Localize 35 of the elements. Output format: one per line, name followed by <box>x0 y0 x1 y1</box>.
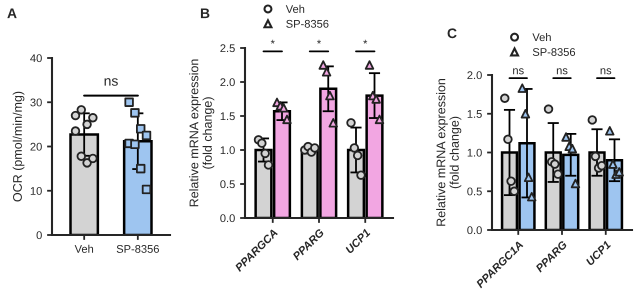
y-axis-title: OCR (pmol/min/mg) <box>12 92 24 202</box>
y-tick-label: 2.5 <box>220 44 235 52</box>
x-tick-label: SP-8356 <box>116 245 159 253</box>
y-tick-label: 0.0 <box>467 226 482 234</box>
text: ns <box>513 68 524 74</box>
text: * <box>317 40 321 44</box>
y-tick-label: 1.0 <box>220 146 235 154</box>
y-tick-label: 2.0 <box>467 71 482 80</box>
y-tick-label: 40 <box>30 54 42 62</box>
y-tick-label: 1.5 <box>468 110 482 118</box>
annotation: ns <box>104 78 118 86</box>
legend-label: Veh <box>532 32 551 42</box>
y-tick-label: 0 <box>36 231 42 240</box>
y-tick-label: 30 <box>30 98 42 106</box>
y-axis-title: Relative mRNA expression (fold change) <box>189 59 214 206</box>
text: * <box>363 40 368 44</box>
y-tick-label: 0.0 <box>220 214 235 222</box>
y-tick-label: 20 <box>30 142 42 151</box>
y-axis-title: Relative mRNA expression (fold change) <box>436 78 462 226</box>
y-tick-label: 1.0 <box>468 148 482 157</box>
x-tick-label: Veh <box>74 244 94 253</box>
chart-title: A <box>7 8 17 18</box>
chart-title: B <box>200 8 210 18</box>
y-tick-label: 0.5 <box>467 188 482 196</box>
text: * <box>270 40 275 44</box>
y-tick-label: 0.5 <box>220 180 235 188</box>
y-tick-label: 2.0 <box>220 78 235 86</box>
text: ns <box>556 68 568 74</box>
text: ns <box>600 68 612 74</box>
legend-label: SP-8356 <box>532 48 576 56</box>
legend-label: SP-8356 <box>286 20 328 28</box>
y-tick-label: 1.5 <box>220 112 235 120</box>
y-tick-label: 10 <box>30 187 42 195</box>
chart-title: C <box>448 28 457 38</box>
legend-label: Veh <box>286 4 304 13</box>
